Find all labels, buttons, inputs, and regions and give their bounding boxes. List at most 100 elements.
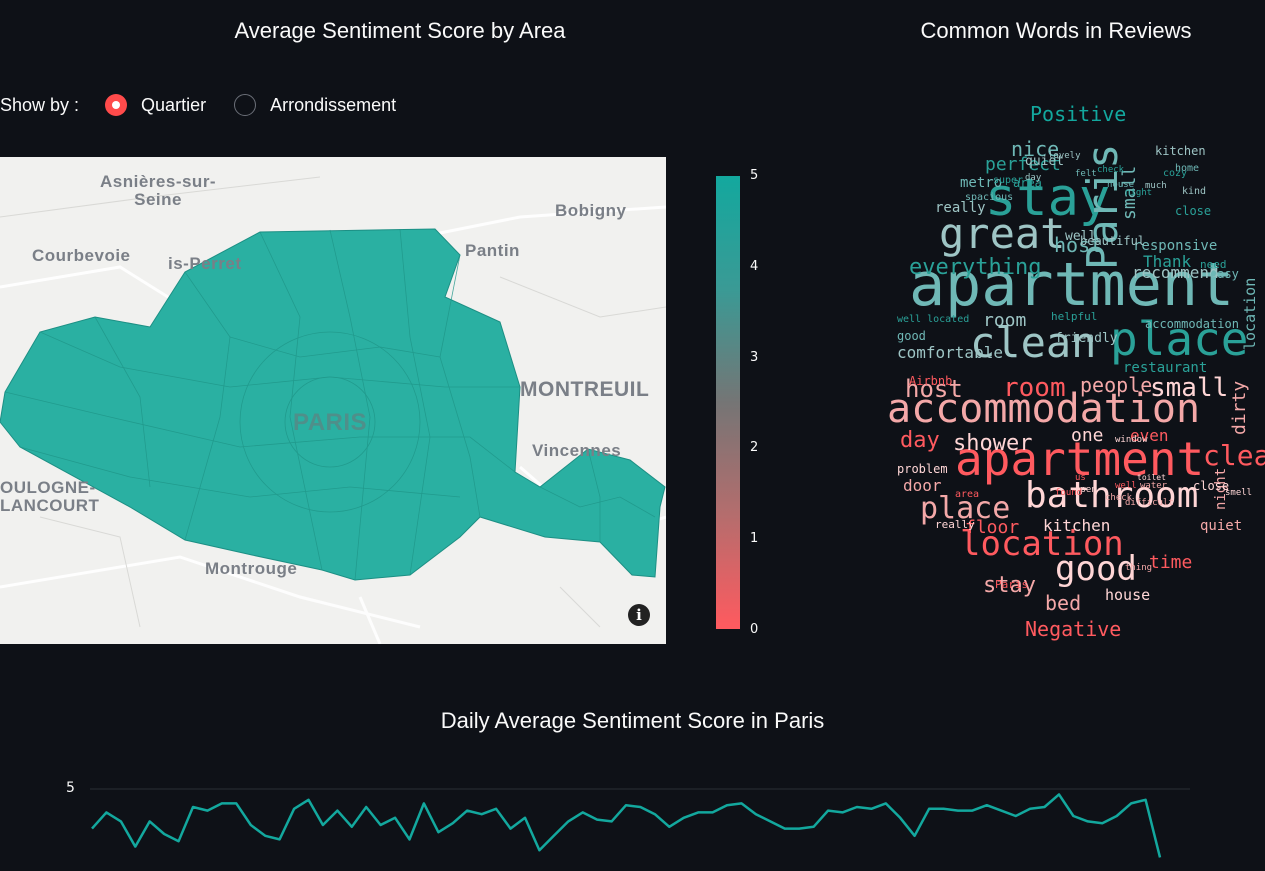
wordcloud-word-negative: close [1193,479,1229,493]
colorbar-tick: 0 [750,622,759,637]
map-label-pantin: Pantin [465,241,520,260]
wordcloud-word-negative: smell [1225,488,1252,498]
wordcloud-word-negative: room [1003,373,1066,403]
wordcloud-word-positive: comfortable [897,343,1003,362]
radio-arrondissement-label: Arrondissement [270,94,397,115]
wordcloud-word-positive: kind [1182,186,1206,197]
colorbar-tick: 4 [750,259,759,274]
wordcloud-word-positive: home [1175,163,1199,174]
wordcloud-word-positive: great [939,209,1065,258]
wordcloud-word-negative: small [1150,373,1228,403]
wordcloud-word-negative: floor [965,517,1019,538]
map-label-paris: PARIS [293,409,368,436]
info-icon[interactable]: i [628,604,650,626]
wordcloud-word-positive: room [983,310,1026,331]
wordcloud-word-positive: easy [1210,267,1239,281]
daily-chart-title: Daily Average Sentiment Score in Paris [440,708,825,733]
radio-quartier[interactable]: Quartier [105,94,206,116]
map-basemap [0,176,666,644]
wordcloud-word-positive: clean [970,318,1096,367]
wordcloud-word-negative: bathroom [1025,475,1198,516]
wordcloud-word-positive: spacious [965,192,1013,203]
wordcloud-word-negative: house [1105,586,1150,604]
wordcloud-word-negative: good [1055,549,1137,589]
wordcloud: Positive apartment stay great Paris place clea… [875,100,1265,645]
y-axis-tick-5: 5 [66,780,75,796]
radio-unselected-icon [234,94,257,116]
wordcloud-word-positive: nice [1011,137,1059,161]
choropleth-map[interactable]: Asnières-sur- Seine Bobigny Courbevoie i… [0,157,666,644]
wordcloud-word-positive: need [1200,258,1227,271]
map-label-bobigny: Bobigny [555,201,627,220]
wordcloud-word-negative: water [1140,481,1168,491]
wordcloud-word-negative: one [1071,425,1104,446]
wordcloud-word-negative: location [960,524,1124,564]
wordcloud-word-positive: day [1025,173,1042,183]
map-label-asnieres: Asnières-sur- Seine [100,172,217,209]
wordcloud-word-positive: host [1054,233,1102,257]
wordcloud-word-negative: day [900,428,940,453]
map-label-boulogne: OULOGNE- LANCOURT [0,478,100,515]
wordcloud-word-negative: dirty [1229,381,1250,435]
wordcloud-word-positive: cozy [1163,168,1187,179]
wordcloud-word-positive: really [935,200,986,216]
wordcloud-word-negative: toilet [1137,473,1166,482]
wordcloud-word-negative: place [920,491,1010,526]
wordcloud-word-positive: recommend [1132,263,1219,282]
wordcloud-word-negative: us [1075,473,1086,483]
wordcloud-word-positive: lovely [1048,151,1081,161]
paris-area[interactable] [0,228,666,581]
wordcloud-word-positive: house [1107,180,1134,190]
wordcloud-word-positive: everything [909,255,1041,280]
wordcloud-word-positive: kitchen [1155,144,1206,158]
negative-label: Negative [1025,617,1121,641]
wordcloud-word-negative: kitchen [1043,516,1110,535]
wordcloud-word-negative: well [1115,481,1137,491]
wordcloud-word-positive: Paris [1078,144,1127,270]
wordcloud-word-positive: close [1175,204,1211,218]
radio-quartier-label: Quartier [141,94,207,115]
wordcloud-word-positive: check [1097,165,1125,175]
wordcloud-word-positive: Thank [1143,252,1192,271]
map-label-courbevoie: Courbevoie [32,246,131,265]
colorbar [716,176,740,629]
wordcloud-word-positive: place [1110,312,1248,366]
colorbar-tick: 1 [750,531,759,546]
wordcloud-word-negative: clean [1203,439,1265,472]
map-title: Average Sentiment Score by Area [234,18,566,43]
wordcloud-word-negative: stay [983,573,1036,598]
wordcloud-word-positive: area [1013,176,1042,190]
wordcloud-word-negative: accommodation [887,386,1200,432]
wordcloud-word-negative: door [903,476,942,495]
wordcloud-word-positive: night [1125,188,1152,198]
radio-arrondissement[interactable]: Arrondissement [234,94,396,116]
wordcloud-word-positive: helpful [1051,310,1097,323]
wordcloud-word-positive: friendly [1055,331,1118,346]
colorbar-tick: 3 [750,350,759,365]
wordcloud-word-negative: problem [897,462,948,476]
wordcloud-word-negative: quiet [1200,518,1242,534]
radio-selected-icon [105,94,128,116]
wordcloud-word-negative: Paris [995,578,1028,591]
wordcloud-word-positive: restaurant [1123,360,1207,376]
wordcloud-word-negative: host [905,375,963,403]
wordcloud-word-positive: small [1119,166,1140,220]
wordcloud-word-negative: people [1080,373,1152,397]
wordcloud-word-positive: felt [1075,169,1097,179]
wordcloud-word-negative: really [935,518,975,531]
wordcloud-word-positive: much [1145,181,1167,191]
wordcloud-word-negative: found [1055,488,1082,498]
wordcloud-word-positive: perfect [985,154,1061,175]
wordcloud-word-positive: beautiful [1080,234,1145,248]
wordcloud-word-positive: super [993,175,1023,186]
wordcloud-word-negative: window [1115,435,1148,445]
wordcloud-word-negative: open [1075,485,1097,495]
wordcloud-word-negative: thing [1125,563,1152,573]
wordcloud-word-positive: well located [897,314,969,325]
wordcloud-word-negative: time [1149,552,1192,573]
wordcloud-title: Common Words in Reviews [920,18,1192,43]
wordcloud-word-negative: bed [1045,591,1081,615]
show-by-radio-group: Show by : Quartier Arrondissement [0,90,424,120]
wordcloud-word-positive: apartment [909,250,1234,320]
